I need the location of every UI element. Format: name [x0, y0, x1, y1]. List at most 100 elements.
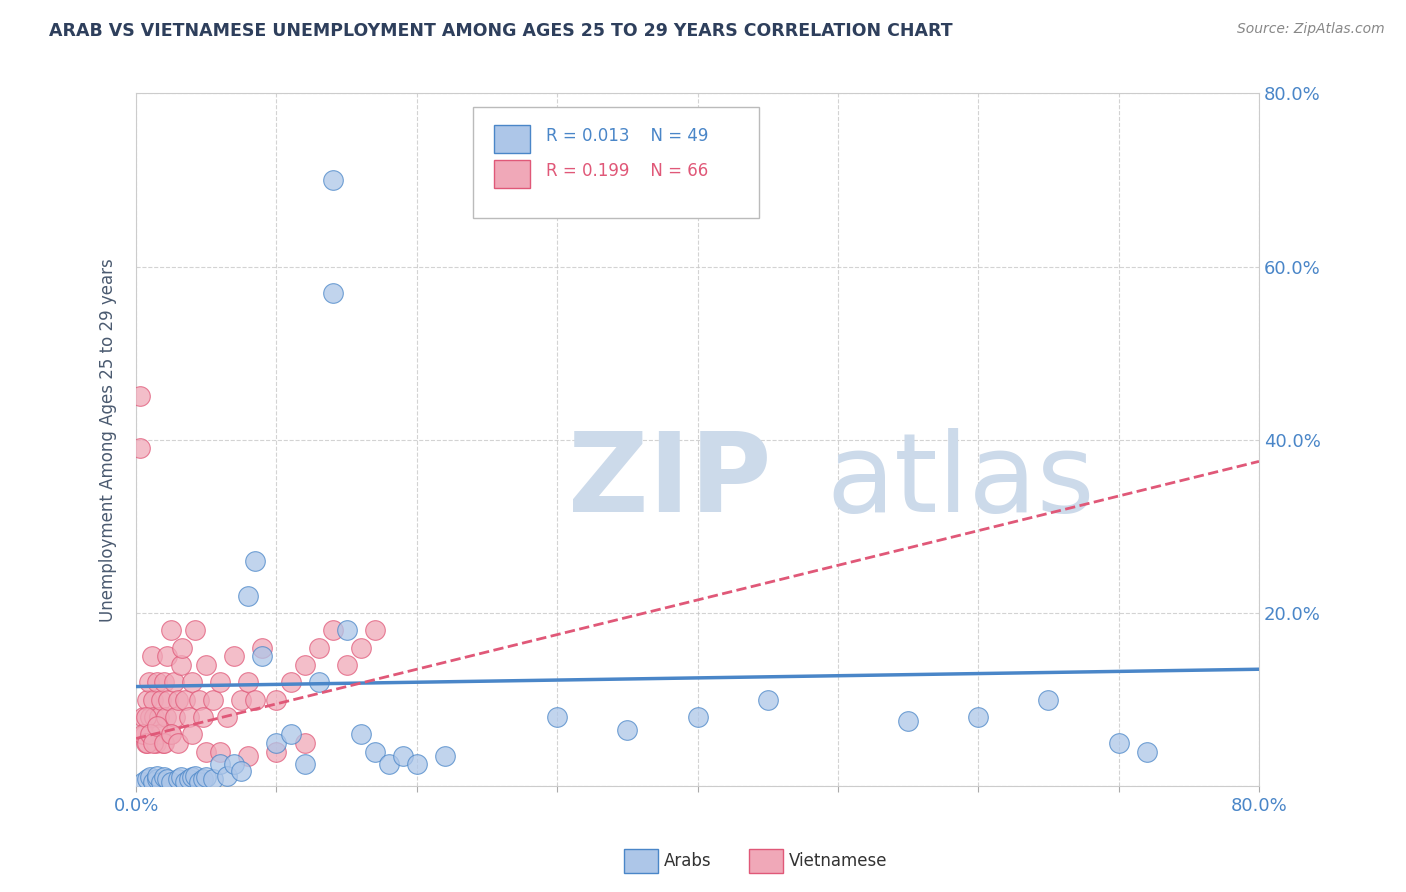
Point — [143, 710, 166, 724]
Point — [153, 675, 176, 690]
Point — [202, 692, 225, 706]
Point — [195, 771, 218, 785]
Point — [224, 649, 246, 664]
Point — [146, 718, 169, 732]
Point — [156, 649, 179, 664]
Point — [155, 710, 177, 724]
Point — [129, 442, 152, 456]
Point — [195, 744, 218, 758]
Point — [1038, 692, 1060, 706]
Point — [294, 757, 316, 772]
Point — [160, 774, 183, 789]
Point — [146, 769, 169, 783]
Point — [897, 714, 920, 729]
Point — [322, 173, 344, 187]
Point — [364, 744, 387, 758]
Point — [266, 736, 288, 750]
Point — [141, 649, 163, 664]
Point — [139, 710, 162, 724]
Point — [391, 748, 413, 763]
Point — [181, 727, 204, 741]
Point — [336, 624, 359, 638]
Point — [266, 744, 288, 758]
Point — [245, 554, 267, 568]
Point — [146, 772, 169, 787]
Point — [1108, 736, 1130, 750]
Point — [153, 736, 176, 750]
FancyBboxPatch shape — [495, 125, 530, 153]
Point — [167, 772, 190, 787]
Point — [157, 692, 180, 706]
Point — [167, 736, 190, 750]
Point — [209, 757, 232, 772]
FancyBboxPatch shape — [472, 107, 759, 218]
Point — [142, 736, 165, 750]
Point — [377, 757, 399, 772]
Point — [181, 675, 204, 690]
Point — [364, 624, 387, 638]
Point — [134, 727, 156, 741]
Text: Source: ZipAtlas.com: Source: ZipAtlas.com — [1237, 22, 1385, 37]
Point — [153, 771, 176, 785]
Point — [132, 774, 155, 789]
Text: Vietnamese: Vietnamese — [789, 852, 887, 870]
Point — [546, 710, 568, 724]
Point — [245, 692, 267, 706]
Point — [433, 748, 456, 763]
Text: R = 0.013    N = 49: R = 0.013 N = 49 — [546, 128, 709, 145]
Point — [202, 772, 225, 787]
Point — [139, 727, 162, 741]
Point — [336, 657, 359, 672]
Point — [160, 727, 183, 741]
Point — [150, 774, 173, 789]
Text: Arabs: Arabs — [664, 852, 711, 870]
Point — [193, 710, 215, 724]
Text: R = 0.199    N = 66: R = 0.199 N = 66 — [546, 162, 709, 180]
Point — [132, 710, 155, 724]
Point — [238, 748, 260, 763]
Point — [170, 771, 193, 785]
Point — [135, 736, 157, 750]
Point — [136, 692, 159, 706]
Point — [405, 757, 427, 772]
Point — [172, 640, 194, 655]
Point — [231, 764, 253, 778]
Point — [152, 736, 174, 750]
Point — [139, 771, 162, 785]
Point — [167, 692, 190, 706]
Point — [266, 692, 288, 706]
Point — [238, 589, 260, 603]
Point — [156, 772, 179, 787]
Point — [132, 727, 155, 741]
Point — [181, 771, 204, 785]
Point — [280, 675, 302, 690]
Point — [188, 774, 211, 789]
Point — [170, 657, 193, 672]
Point — [1136, 744, 1159, 758]
Point — [238, 675, 260, 690]
Point — [252, 649, 274, 664]
Point — [686, 710, 709, 724]
Point — [148, 710, 170, 724]
Point — [184, 769, 207, 783]
Point — [217, 769, 239, 783]
Point — [179, 710, 201, 724]
Point — [252, 640, 274, 655]
Point — [616, 723, 638, 737]
Point — [350, 640, 373, 655]
Point — [308, 675, 330, 690]
Point — [160, 727, 183, 741]
Point — [179, 772, 201, 787]
Point — [146, 675, 169, 690]
Point — [165, 710, 187, 724]
FancyBboxPatch shape — [495, 160, 530, 187]
Point — [294, 657, 316, 672]
Point — [756, 692, 779, 706]
Point — [193, 772, 215, 787]
Point — [209, 744, 232, 758]
Point — [231, 692, 253, 706]
Point — [195, 657, 218, 672]
Point — [184, 624, 207, 638]
Point — [142, 774, 165, 789]
Point — [163, 675, 186, 690]
